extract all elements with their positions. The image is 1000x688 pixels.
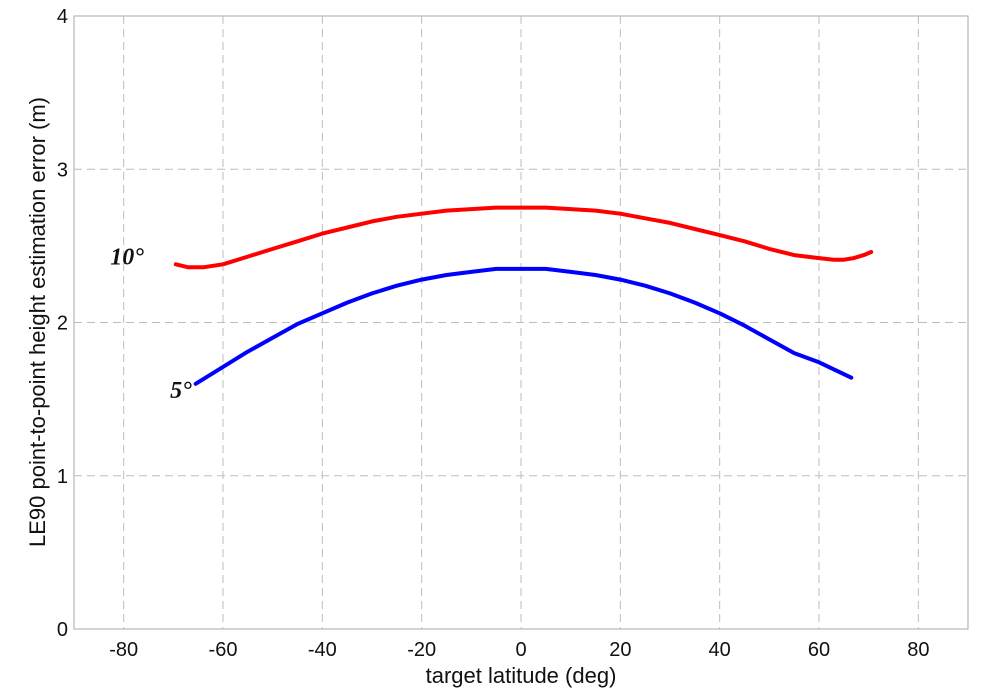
y-tick-label: 4 xyxy=(57,6,68,28)
y-tick-label: 2 xyxy=(57,313,68,335)
x-tick-label: -20 xyxy=(407,639,436,661)
x-tick-label: 20 xyxy=(609,639,631,661)
y-tick-label: 3 xyxy=(57,159,68,181)
x-tick-label: 80 xyxy=(907,639,929,661)
series-labels: 10° 5° xyxy=(110,244,192,404)
grid-lines xyxy=(74,16,968,629)
y-tick-label: 0 xyxy=(57,619,68,641)
series-lines xyxy=(173,205,874,386)
series-label-0: 10° xyxy=(110,244,144,270)
tick-labels: -80 -60 -40 -20 0 20 40 60 80 0 1 2 3 4 xyxy=(57,6,930,661)
x-tick-label: -60 xyxy=(209,639,238,661)
x-tick-label: 40 xyxy=(709,639,731,661)
y-tick-label: 1 xyxy=(57,466,68,488)
x-tick-label: 0 xyxy=(515,639,526,661)
x-tick-label: -40 xyxy=(308,639,337,661)
series-line-1 xyxy=(193,266,854,386)
series-label-1: 5° xyxy=(170,378,192,404)
y-axis-title: LE90 point-to-point height estimation er… xyxy=(25,97,50,547)
series-line-0 xyxy=(173,205,874,270)
x-tick-label: 60 xyxy=(808,639,830,661)
x-tick-label: -80 xyxy=(109,639,138,661)
x-axis-title: target latitude (deg) xyxy=(426,663,617,688)
